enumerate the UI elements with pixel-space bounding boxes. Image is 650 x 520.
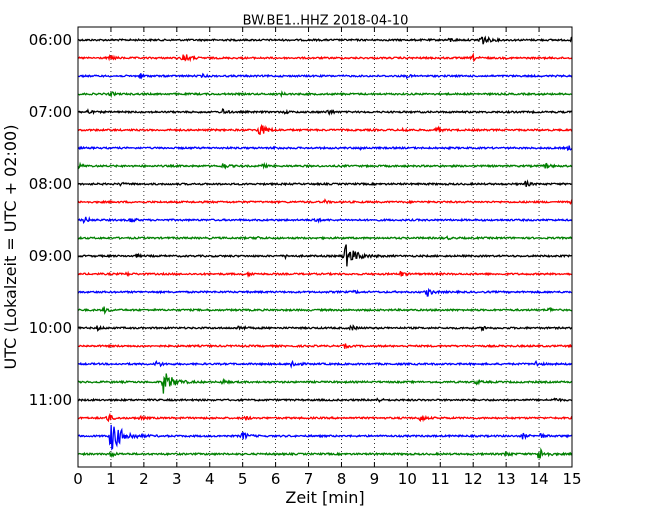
trace-0700: [77, 108, 573, 116]
x-axis-ticks: 0 1 2 3 4 5 6 7 8 9 10 11 12 13 14 15: [73, 27, 582, 488]
trace-0600: [77, 35, 573, 45]
x-tick-label: 5: [238, 470, 248, 488]
x-tick-label: 9: [370, 470, 380, 488]
trace-1030: [77, 359, 573, 369]
trace-0630: [77, 72, 573, 80]
x-tick-label: 6: [271, 470, 281, 488]
trace-1045: [77, 373, 573, 394]
x-tick-label: 13: [497, 470, 516, 488]
trace-0745: [77, 161, 573, 170]
y-axis-ticks: 06:00 07:00 08:00 09:00 10:00 11:00: [29, 31, 83, 409]
x-tick-label: 12: [464, 470, 483, 488]
x-tick-label: 0: [73, 470, 83, 488]
x-axis-label: Zeit [min]: [285, 488, 364, 507]
y-tick-label: 06:00: [29, 31, 72, 49]
y-tick-label: 08:00: [29, 175, 72, 193]
trace-0715: [77, 123, 573, 135]
y-tick-label: 11:00: [29, 391, 72, 409]
plot-frame: [77, 26, 573, 468]
trace-1100: [77, 397, 573, 403]
vertical-grid-lines: [110, 27, 540, 467]
trace-0845: [77, 235, 573, 241]
y-tick-label: 10:00: [29, 319, 72, 337]
x-tick-label: 7: [304, 470, 314, 488]
x-tick-label: 8: [337, 470, 347, 488]
x-tick-label: 4: [205, 470, 215, 488]
x-tick-label: 10: [398, 470, 417, 488]
x-tick-label: 2: [139, 470, 149, 488]
y-tick-label: 09:00: [29, 247, 72, 265]
x-tick-label: 14: [530, 470, 549, 488]
trace-0930: [77, 287, 573, 297]
trace-0815: [77, 198, 573, 205]
chart-title: BW.BE1..HHZ 2018-04-10: [243, 14, 409, 29]
x-tick-label: 3: [172, 470, 182, 488]
x-tick-label: 15: [562, 470, 581, 488]
trace-0800: [77, 179, 573, 187]
trace-1000: [77, 324, 573, 332]
trace-1015: [77, 343, 573, 350]
x-tick-label: 11: [431, 470, 450, 488]
trace-0830: [77, 216, 573, 225]
y-axis-label: UTC (Lokalzeit = UTC + 02:00): [1, 125, 20, 370]
trace-1115: [77, 412, 573, 423]
trace-0915: [77, 270, 573, 278]
y-tick-label: 07:00: [29, 103, 72, 121]
trace-1145: [77, 447, 573, 459]
x-tick-label: 1: [106, 470, 116, 488]
trace-1130: [77, 424, 573, 451]
trace-0900: [77, 244, 573, 267]
seismogram-traces: [77, 35, 573, 459]
trace-0615: [77, 52, 573, 63]
trace-0945: [77, 306, 573, 315]
trace-0730: [77, 145, 573, 152]
trace-0645: [77, 90, 573, 99]
